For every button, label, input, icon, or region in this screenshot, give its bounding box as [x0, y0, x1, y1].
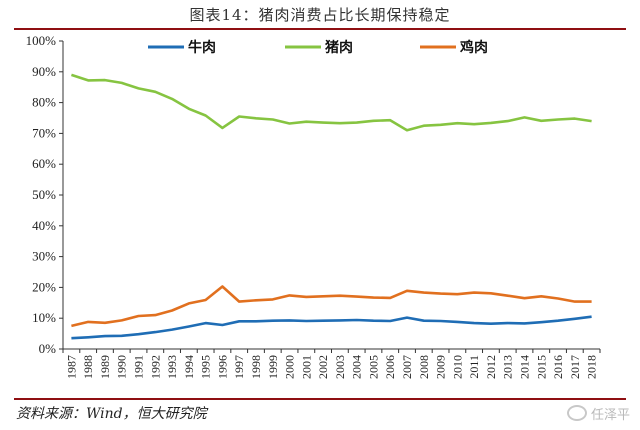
line-chart: 0%10%20%30%40%50%60%70%80%90%100% 1987 19… [26, 33, 601, 379]
x-tick-label: 2003 [333, 355, 347, 379]
x-tick-label: 2006 [383, 355, 397, 379]
x-tick-label: 1999 [266, 355, 280, 379]
x-tick-label: 2000 [283, 355, 297, 379]
legend-label-2: 猪肉 [324, 39, 353, 56]
legend-label-3: 鸡肉 [459, 39, 488, 56]
x-tick-label: 1989 [98, 355, 112, 379]
series-line-3 [71, 285, 592, 328]
x-tick-label: 2010 [450, 355, 464, 379]
x-tick-label: 2005 [366, 355, 380, 379]
x-axis-ticks: 1987 1988 1989 1990 1991 1992 1993 1994 1995 1996… [62, 349, 601, 379]
y-tick-label: 90% [32, 64, 56, 79]
y-tick-label: 0% [39, 341, 57, 356]
watermark-text: 任泽平 [590, 408, 630, 423]
series-line-2 [70, 73, 592, 132]
y-tick-label: 60% [32, 156, 56, 171]
series-lines [70, 73, 592, 340]
legend-label-1: 牛肉 [188, 39, 216, 56]
watermark: 任泽平 [566, 404, 630, 423]
legend: 牛肉 猪肉 鸡肉 [148, 39, 488, 56]
x-tick-label: 1991 [132, 355, 146, 379]
y-tick-label: 20% [32, 279, 56, 294]
x-tick-label: 1993 [165, 355, 179, 379]
series-line-1 [71, 315, 592, 340]
x-tick-label: 2015 [534, 355, 548, 379]
chart-title: 图表14：猪肉消费占比长期保持稳定 [189, 6, 451, 24]
x-tick-label: 2018 [585, 355, 599, 379]
y-tick-label: 30% [32, 249, 56, 264]
y-tick-label: 40% [32, 218, 56, 233]
y-tick-label: 70% [32, 125, 56, 140]
source-note: 资料来源：Wind，恒大研究院 [16, 406, 207, 422]
y-tick-label: 100% [26, 33, 57, 48]
x-tick-label: 2008 [417, 355, 431, 379]
y-tick-label: 10% [32, 310, 56, 325]
x-tick-label: 1988 [81, 355, 95, 379]
x-tick-label: 1996 [215, 355, 229, 379]
x-tick-label: 2017 [568, 355, 582, 379]
x-tick-label: 2016 [551, 355, 565, 379]
x-tick-label: 1998 [249, 355, 263, 379]
x-tick-label: 1987 [64, 355, 78, 379]
x-tick-label: 1995 [199, 355, 213, 379]
x-tick-label: 2012 [484, 355, 498, 379]
x-tick-label: 1992 [148, 355, 162, 379]
x-tick-label: 2014 [517, 355, 531, 379]
y-axis-ticks: 0% 10% 20% 30% 40% 50% 60% 70% 80% 90% 100% [26, 33, 63, 356]
x-tick-label: 2011 [467, 355, 481, 379]
x-tick-label: 2009 [434, 355, 448, 379]
chart-axes [62, 41, 600, 350]
x-tick-label: 1990 [115, 355, 129, 379]
y-tick-label: 50% [32, 187, 56, 202]
y-tick-label: 80% [32, 95, 56, 110]
x-tick-label: 2004 [350, 355, 364, 379]
source-divider [14, 398, 626, 400]
x-tick-label: 1997 [232, 355, 246, 379]
x-tick-label: 2007 [400, 355, 414, 379]
x-tick-label: 2002 [316, 355, 330, 379]
weibo-logo-icon [566, 405, 587, 421]
x-tick-label: 2001 [299, 355, 313, 379]
x-tick-label: 2013 [501, 355, 515, 379]
title-divider [14, 28, 626, 30]
x-tick-label: 1994 [182, 355, 196, 379]
